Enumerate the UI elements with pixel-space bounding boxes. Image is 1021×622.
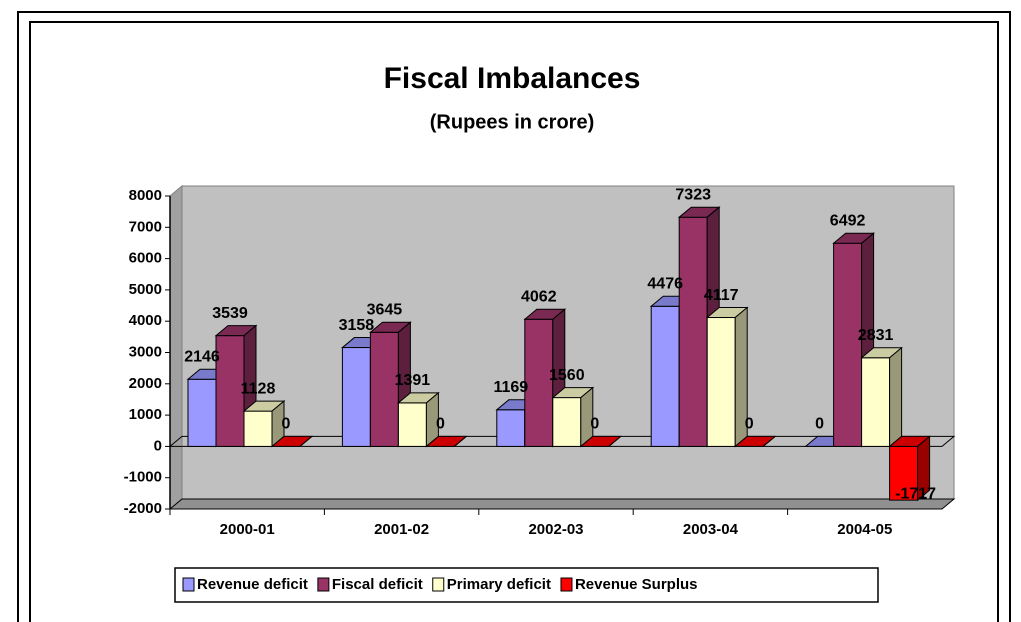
y-tick-label: 6000 — [129, 250, 162, 267]
value-label: 4117 — [704, 287, 739, 304]
legend-label: Revenue deficit — [197, 576, 308, 593]
legend-label: Revenue Surplus — [575, 576, 698, 593]
x-tick-label: 2003-04 — [683, 521, 739, 538]
chart-subtitle: (Rupees in crore) — [430, 111, 594, 133]
legend-label: Fiscal deficit — [332, 576, 423, 593]
bar — [425, 435, 468, 447]
y-tick-label: 0 — [154, 437, 162, 454]
bar-front — [187, 378, 217, 447]
bar — [551, 386, 595, 448]
x-tick-label: 2002-03 — [528, 521, 583, 538]
value-label: 2146 — [184, 348, 220, 365]
legend-swatch — [317, 577, 330, 592]
bar-front — [833, 242, 863, 447]
chart-frame — [29, 21, 999, 622]
bar — [705, 306, 749, 448]
bar — [733, 435, 777, 447]
legend-box — [174, 567, 879, 603]
value-label: 1391 — [395, 372, 431, 389]
value-label: 3539 — [212, 305, 248, 322]
bar — [397, 391, 440, 448]
value-label: 2831 — [858, 327, 894, 344]
bar-front — [524, 318, 554, 447]
bar-front — [369, 331, 399, 447]
bar-front — [678, 216, 708, 447]
bar — [242, 400, 286, 448]
legend-label: Primary deficit — [447, 576, 551, 593]
value-label: 0 — [436, 416, 445, 433]
value-label: 1169 — [493, 379, 528, 396]
x-tick-label: 2001-02 — [374, 521, 429, 538]
bar-front — [889, 445, 919, 501]
y-tick-label: -1000 — [124, 469, 162, 486]
x-tick-label: 2004-05 — [837, 521, 892, 538]
bar-front — [552, 397, 582, 447]
value-label: 1560 — [549, 367, 585, 384]
plot-area: -2000 -1000 0 1000 2000 3000 4000 5000 6000 7000 8… — [124, 184, 956, 538]
bar-front — [496, 409, 526, 447]
bar-side — [917, 435, 931, 502]
value-label: 0 — [282, 416, 291, 433]
bar-front — [861, 357, 891, 447]
bar — [270, 435, 314, 447]
x-tick-label: 2000-01 — [220, 521, 275, 538]
outer-frame — [17, 11, 1011, 622]
value-label: 0 — [815, 416, 824, 433]
y-tick-label: 7000 — [129, 218, 162, 235]
bar-side — [762, 436, 776, 447]
y-tick-label: 5000 — [129, 281, 162, 298]
y-tick-label: 8000 — [129, 187, 162, 204]
legend-swatch — [432, 577, 445, 592]
bar — [579, 435, 623, 447]
bar-side — [454, 436, 467, 447]
value-label: 4062 — [521, 288, 557, 305]
floor — [168, 498, 956, 510]
y-tick-label: -2000 — [124, 500, 162, 517]
bar-side — [889, 346, 903, 448]
y-tick-label: 3000 — [129, 343, 162, 360]
y-tick-label: 2000 — [129, 375, 162, 392]
legend-swatch — [182, 577, 195, 592]
bar-side — [608, 436, 622, 447]
legend: Revenue deficit Fiscal deficit Primary def… — [182, 576, 698, 593]
bar-front — [215, 335, 245, 447]
y-tick-label: 4000 — [129, 312, 162, 329]
bar-side — [299, 436, 313, 447]
bar-front — [341, 347, 371, 447]
bar-front — [397, 402, 427, 447]
value-label: 7323 — [675, 186, 711, 203]
y-tick-label: 1000 — [129, 406, 162, 423]
value-label: 3158 — [339, 317, 375, 334]
bar-front — [706, 317, 736, 447]
value-label: 1128 — [241, 380, 276, 397]
bar-front — [243, 410, 273, 447]
legend-swatch — [560, 577, 573, 592]
value-label: -1717 — [895, 485, 936, 502]
value-label: 3645 — [367, 302, 403, 319]
bar — [888, 435, 931, 502]
chart-title: Fiscal Imbalances — [384, 62, 641, 95]
value-label: 0 — [590, 416, 599, 433]
value-label: 0 — [745, 416, 754, 433]
value-label: 4476 — [647, 276, 683, 293]
side-wall — [169, 184, 183, 511]
bar-front — [650, 305, 680, 447]
value-label: 6492 — [830, 212, 866, 229]
bar — [860, 346, 903, 448]
